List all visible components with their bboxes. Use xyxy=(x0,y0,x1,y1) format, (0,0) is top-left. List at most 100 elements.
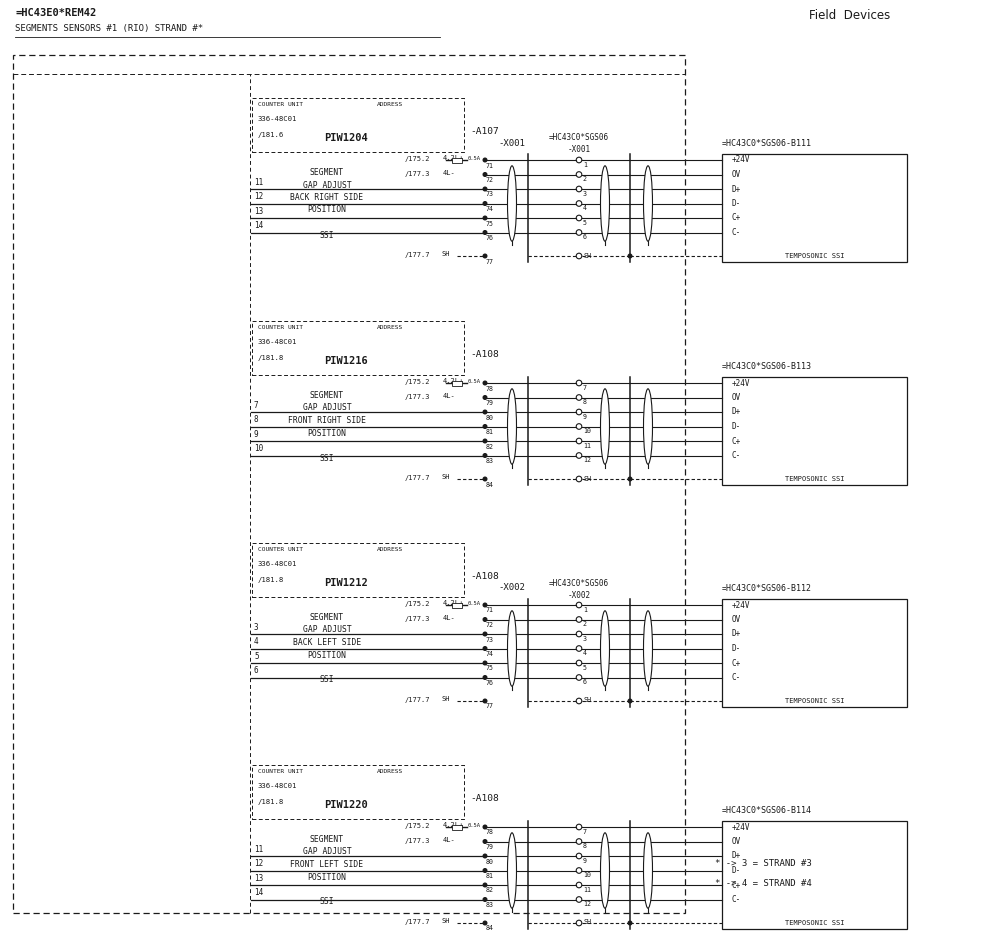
Text: 5: 5 xyxy=(583,665,587,670)
Circle shape xyxy=(483,187,487,191)
Text: D-: D- xyxy=(732,199,741,208)
Text: 73: 73 xyxy=(486,637,494,642)
Circle shape xyxy=(628,254,632,258)
Text: POSITION: POSITION xyxy=(308,651,347,659)
Text: * -> 4 = STRAND #4: * -> 4 = STRAND #4 xyxy=(715,879,812,887)
Text: 11: 11 xyxy=(583,443,591,449)
Text: COUNTER UNIT: COUNTER UNIT xyxy=(258,547,303,552)
Text: /177.3: /177.3 xyxy=(405,171,430,177)
Circle shape xyxy=(483,424,487,428)
Text: 8: 8 xyxy=(583,399,587,405)
Text: 6: 6 xyxy=(583,680,587,685)
Text: =HC43C0*SGS06-B112: =HC43C0*SGS06-B112 xyxy=(722,584,812,593)
Text: 6: 6 xyxy=(583,235,587,240)
Circle shape xyxy=(483,647,487,651)
Text: D+: D+ xyxy=(732,184,741,194)
Text: 72: 72 xyxy=(486,622,494,628)
Text: D-: D- xyxy=(732,644,741,653)
Circle shape xyxy=(483,840,487,843)
Text: COUNTER UNIT: COUNTER UNIT xyxy=(258,769,303,774)
Text: 76: 76 xyxy=(486,680,494,686)
Text: 4: 4 xyxy=(254,638,259,646)
FancyBboxPatch shape xyxy=(452,157,462,163)
Text: 10: 10 xyxy=(254,444,263,453)
Text: * -> 3 = STRAND #3: * -> 3 = STRAND #3 xyxy=(715,858,812,868)
Text: GAP ADJUST: GAP ADJUST xyxy=(303,626,351,635)
Text: PIW1216: PIW1216 xyxy=(324,356,368,366)
Circle shape xyxy=(483,439,487,443)
Text: 5: 5 xyxy=(254,652,259,661)
Text: COUNTER UNIT: COUNTER UNIT xyxy=(258,102,303,107)
Text: OV: OV xyxy=(732,170,741,179)
Text: C-: C- xyxy=(732,451,741,460)
Text: SEGMENT: SEGMENT xyxy=(310,835,344,844)
Text: FRONT LEFT SIDE: FRONT LEFT SIDE xyxy=(290,860,364,869)
Text: 9: 9 xyxy=(254,430,259,439)
Text: GAP ADJUST: GAP ADJUST xyxy=(303,180,351,190)
Text: -A108: -A108 xyxy=(470,794,499,803)
Text: POSITION: POSITION xyxy=(308,206,347,214)
Text: ADDRESS: ADDRESS xyxy=(377,102,403,107)
Text: /177.7: /177.7 xyxy=(405,698,430,703)
Text: 8: 8 xyxy=(583,843,587,849)
Text: 3: 3 xyxy=(583,636,587,641)
Text: =HC43C0*SGS06: =HC43C0*SGS06 xyxy=(549,134,609,142)
Text: +24V: +24V xyxy=(732,823,750,831)
Text: 78: 78 xyxy=(486,385,494,392)
FancyBboxPatch shape xyxy=(452,381,462,385)
Ellipse shape xyxy=(508,165,516,241)
Text: 336-48C01: 336-48C01 xyxy=(258,561,297,567)
Text: =HC43C0*SGS06-B113: =HC43C0*SGS06-B113 xyxy=(722,362,812,371)
Text: 3: 3 xyxy=(254,623,259,632)
Text: SH: SH xyxy=(442,697,450,702)
Text: 6: 6 xyxy=(254,667,259,675)
Text: 8: 8 xyxy=(254,415,259,424)
Text: 5: 5 xyxy=(583,220,587,225)
Text: PIW1220: PIW1220 xyxy=(324,800,368,810)
Text: OV: OV xyxy=(732,393,741,402)
Text: 13: 13 xyxy=(254,874,263,883)
Text: 80: 80 xyxy=(486,414,494,421)
Text: SEGMENTS SENSORS #1 (RIO) STRAND #*: SEGMENTS SENSORS #1 (RIO) STRAND #* xyxy=(15,24,203,34)
Text: 7: 7 xyxy=(583,385,587,391)
Ellipse shape xyxy=(644,165,652,241)
Text: Field  Devices: Field Devices xyxy=(809,8,891,22)
Text: SH: SH xyxy=(442,918,450,925)
Text: /181.8: /181.8 xyxy=(258,355,284,361)
Text: 2: 2 xyxy=(583,621,587,627)
Ellipse shape xyxy=(600,833,610,908)
Circle shape xyxy=(483,231,487,235)
Text: /175.2: /175.2 xyxy=(405,380,430,385)
Circle shape xyxy=(483,869,487,872)
Text: ADDRESS: ADDRESS xyxy=(377,547,403,552)
Circle shape xyxy=(483,477,487,481)
Circle shape xyxy=(483,173,487,177)
Text: 12: 12 xyxy=(254,193,263,201)
Text: 10: 10 xyxy=(583,428,591,434)
Text: 77: 77 xyxy=(486,258,494,265)
Text: 81: 81 xyxy=(486,873,494,879)
Text: 0.5A: 0.5A xyxy=(468,379,481,383)
Text: /177.3: /177.3 xyxy=(405,394,430,399)
Text: SSI: SSI xyxy=(320,898,334,907)
Text: 10: 10 xyxy=(583,872,591,878)
Text: 76: 76 xyxy=(486,235,494,241)
Text: GAP ADJUST: GAP ADJUST xyxy=(303,847,351,856)
Text: GAP ADJUST: GAP ADJUST xyxy=(303,404,351,412)
Text: 4: 4 xyxy=(583,206,587,211)
Text: =HC43E0*REM42: =HC43E0*REM42 xyxy=(15,8,96,18)
Ellipse shape xyxy=(508,389,516,464)
Text: SH: SH xyxy=(584,919,592,926)
Text: 82: 82 xyxy=(486,887,494,894)
Text: SEGMENT: SEGMENT xyxy=(310,391,344,400)
Text: +24V: +24V xyxy=(732,379,750,387)
Text: 83: 83 xyxy=(486,902,494,908)
Circle shape xyxy=(483,603,487,607)
Text: /181.8: /181.8 xyxy=(258,799,284,805)
Text: /177.7: /177.7 xyxy=(405,252,430,258)
Text: 77: 77 xyxy=(486,703,494,710)
Text: 4.2L+: 4.2L+ xyxy=(443,155,464,161)
Text: SH: SH xyxy=(442,252,450,257)
Text: C+: C+ xyxy=(732,881,741,889)
Circle shape xyxy=(628,699,632,703)
